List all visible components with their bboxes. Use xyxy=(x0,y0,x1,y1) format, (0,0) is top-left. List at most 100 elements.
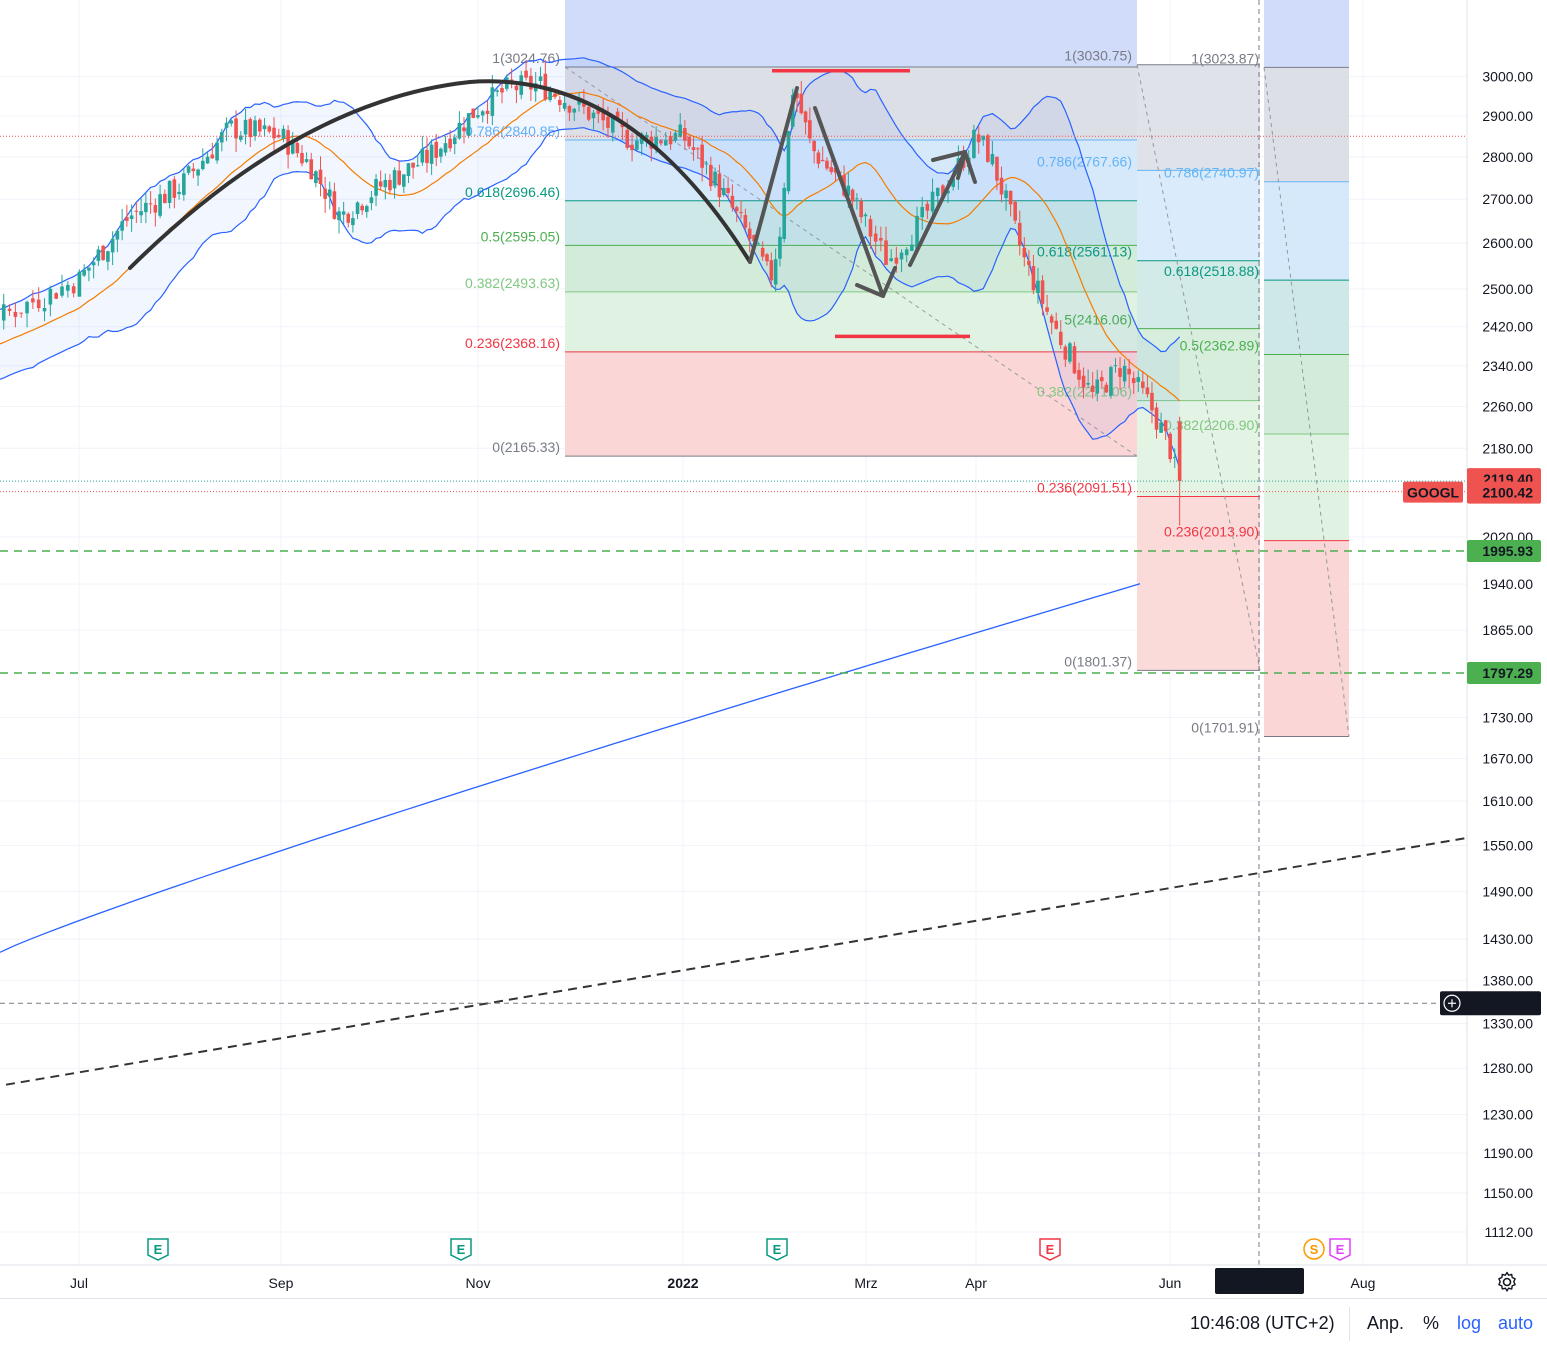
candle-body xyxy=(678,124,683,137)
bollinger-lower xyxy=(0,127,1181,469)
toolbar-divider xyxy=(1349,1307,1350,1341)
y-tick-label: 2260.00 xyxy=(1482,398,1533,414)
candle-body xyxy=(1017,222,1022,246)
y-tick-label: 2500.00 xyxy=(1482,281,1533,297)
candle-body xyxy=(803,111,808,123)
candle-body xyxy=(990,154,995,165)
candle-body xyxy=(930,191,935,212)
candle-body xyxy=(36,299,41,309)
candle-body xyxy=(1113,365,1118,367)
candle-body xyxy=(420,148,425,163)
fib1-level-label: 0(2165.33) xyxy=(492,439,560,455)
y-tick-label: 1380.00 xyxy=(1482,973,1533,989)
candle-body xyxy=(452,137,457,145)
candle-body xyxy=(402,174,406,187)
candle-body xyxy=(920,207,925,218)
x-tick-label: Nov xyxy=(466,1275,491,1291)
fib3-band xyxy=(1264,434,1349,541)
candle-body xyxy=(1168,433,1172,460)
candle-body xyxy=(485,110,490,115)
candle-body xyxy=(1027,260,1031,265)
auto-toggle[interactable]: auto xyxy=(1498,1313,1534,1333)
candle-body xyxy=(582,101,586,107)
candle-body xyxy=(910,244,914,251)
candle-body xyxy=(850,189,855,202)
candle-body xyxy=(1118,368,1122,377)
fib1-top-zone xyxy=(565,0,1137,68)
y-tick-label: 2420.00 xyxy=(1482,319,1533,335)
fib3-level-label: 0.786(2740.97) xyxy=(1164,165,1259,181)
fib1-level-label: 0.786(2840.85) xyxy=(465,123,560,139)
candle-body xyxy=(471,108,476,118)
crosshair-badge-bg xyxy=(1440,991,1541,1016)
candle-body xyxy=(25,301,29,314)
fib3-band xyxy=(1264,540,1349,737)
candle-body xyxy=(1136,377,1141,382)
candle-body xyxy=(659,140,663,144)
adjust-toggle[interactable]: Anp. xyxy=(1367,1313,1405,1333)
candle-body xyxy=(778,236,782,259)
candle-body xyxy=(615,111,620,120)
candle-body xyxy=(1072,346,1077,374)
candle-body xyxy=(1008,190,1013,205)
candle-body xyxy=(756,243,761,245)
candle-body xyxy=(42,307,47,312)
candle-body xyxy=(210,154,215,159)
x-tick-label: Aug xyxy=(1351,1275,1376,1291)
earnings-marker-1: E xyxy=(147,1238,169,1261)
y-tick-label: 3000.00 xyxy=(1482,69,1533,85)
candle-body xyxy=(529,75,533,90)
candle-body xyxy=(915,215,919,249)
candle-body xyxy=(346,213,351,223)
candle-body xyxy=(557,99,562,106)
candle-body xyxy=(734,207,739,212)
candle-body xyxy=(167,180,172,203)
candle-body xyxy=(976,134,981,143)
fib-retracement-1: 1(3024.76)0.786(2840.85)0.618(2696.46)0.… xyxy=(465,0,1137,457)
fib2-level-label: 1(3030.75) xyxy=(1064,48,1132,64)
candle-body xyxy=(134,210,139,212)
y-tick-label: 1430.00 xyxy=(1482,931,1533,947)
y-tick-label: 1940.00 xyxy=(1482,576,1533,592)
price-chart[interactable]: 1(3024.76)0.786(2840.85)0.618(2696.46)0.… xyxy=(0,0,1547,1298)
candle-body xyxy=(1154,407,1159,430)
fib2-band xyxy=(1137,260,1260,329)
fib2-trendline xyxy=(1136,64,1261,671)
candle-body xyxy=(687,136,691,147)
candle-body xyxy=(243,119,248,135)
gear-icon[interactable] xyxy=(1495,1270,1519,1294)
candle-body xyxy=(1058,331,1063,346)
candle-body xyxy=(1100,377,1104,382)
clock-time[interactable]: 10:46:08 (UTC+2) xyxy=(1190,1313,1335,1333)
earnings-marker-5-letter: E xyxy=(1336,1242,1345,1257)
candle-body xyxy=(1031,266,1036,291)
earnings-marker-5-shape xyxy=(1329,1238,1351,1261)
candle-body xyxy=(904,249,909,256)
candle-body xyxy=(434,141,439,158)
candle-body xyxy=(972,129,976,158)
fib3-level-label: 0.236(2013.90) xyxy=(1164,524,1259,540)
fib2-level-label: 0.786(2767.66) xyxy=(1037,153,1132,169)
candle-body xyxy=(1040,280,1045,304)
log-toggle[interactable]: log xyxy=(1457,1313,1482,1333)
candle-body xyxy=(378,181,383,187)
crosshair-date-text: 29 Jun '22 xyxy=(1227,1274,1291,1290)
candle-body xyxy=(1049,316,1054,323)
candle-body xyxy=(935,187,940,197)
fib-retracement-3: 1(3023.87) 0.786(2740.97) 0.618(2518.88) 0.… xyxy=(1164,0,1349,738)
candle-body xyxy=(388,179,392,191)
candle-body xyxy=(248,119,253,138)
earnings-marker-3-letter: E xyxy=(773,1242,782,1257)
price-badge-level-1-bg xyxy=(1467,540,1541,563)
percent-toggle[interactable]: % xyxy=(1423,1313,1440,1333)
y-tick-label: 1865.00 xyxy=(1482,622,1533,638)
candle-body xyxy=(332,191,337,219)
fib2-band xyxy=(1137,64,1260,171)
candles xyxy=(1,59,1182,526)
candle-body xyxy=(1,304,6,321)
y-tick-label: 1730.00 xyxy=(1482,709,1533,725)
candle-body xyxy=(495,90,499,92)
candle-body xyxy=(48,288,53,305)
x-tick-label: Sep xyxy=(269,1275,294,1291)
candle-body xyxy=(696,148,700,150)
